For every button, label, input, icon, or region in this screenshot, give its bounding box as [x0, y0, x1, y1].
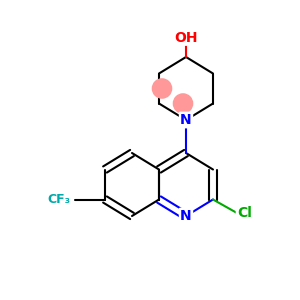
- Text: N: N: [180, 209, 192, 223]
- Text: Cl: Cl: [237, 206, 252, 220]
- Text: N: N: [180, 113, 192, 127]
- Circle shape: [152, 79, 172, 98]
- Text: OH: OH: [174, 31, 198, 44]
- Circle shape: [173, 94, 193, 113]
- Text: CF₃: CF₃: [47, 193, 70, 206]
